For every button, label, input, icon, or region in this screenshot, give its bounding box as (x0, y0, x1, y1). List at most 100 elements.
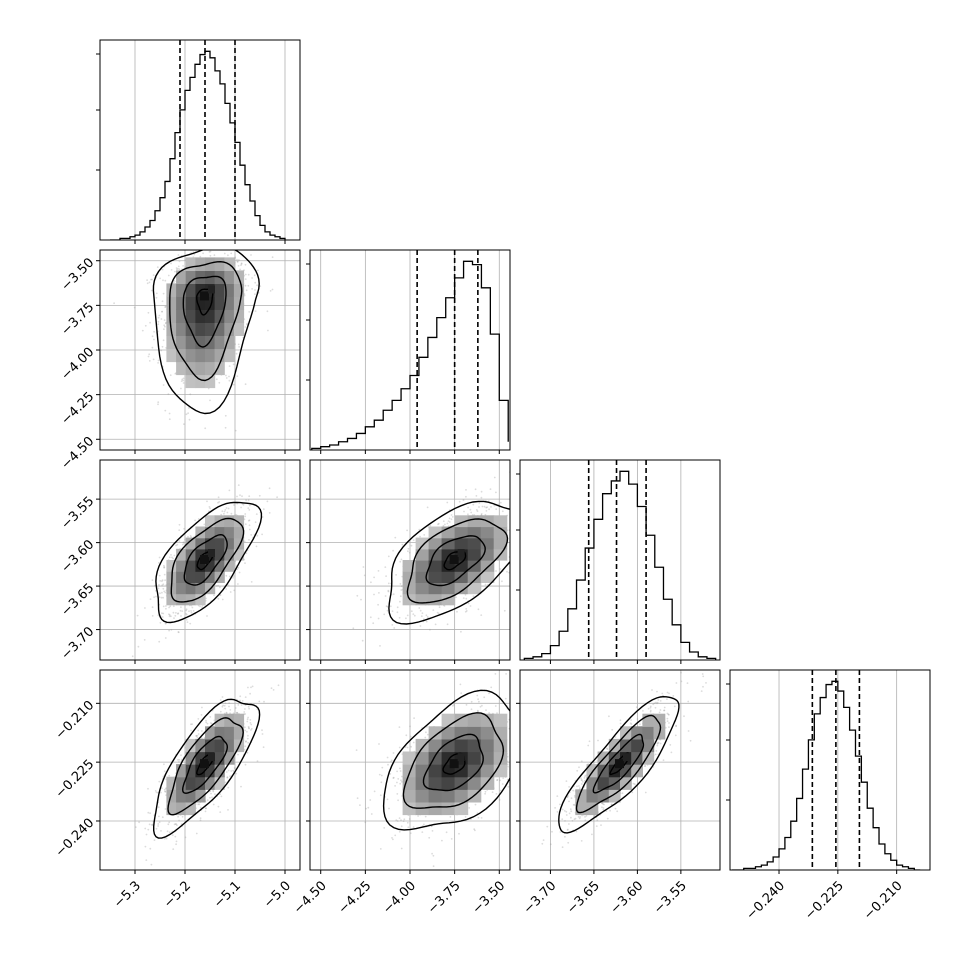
density-cell (233, 283, 245, 297)
scatter-point (370, 581, 372, 584)
scatter-point (525, 533, 527, 535)
scatter-point (232, 363, 235, 366)
scatter-point (154, 589, 157, 592)
scatter-point (147, 355, 150, 358)
density-cell (185, 537, 196, 550)
scatter-point (421, 612, 424, 615)
scatter-point (418, 607, 421, 609)
scatter-point (488, 508, 490, 511)
scatter-point (192, 610, 195, 612)
density-cell (233, 726, 245, 740)
scatter-point (208, 251, 211, 253)
scatter-point (270, 687, 273, 690)
density-cell (224, 537, 235, 550)
contour-line (388, 500, 510, 625)
scatter-point (248, 504, 251, 507)
scatter-point (399, 583, 402, 585)
scatter-point (223, 243, 225, 245)
scatter-point (378, 592, 380, 594)
density-cell (166, 283, 177, 297)
scatter-point (178, 819, 181, 822)
scatter-point (387, 555, 390, 558)
scatter-point (163, 788, 166, 791)
density-cell (195, 296, 206, 310)
scatter-point (157, 359, 160, 362)
scatter-point (377, 603, 379, 606)
density-cell (224, 335, 235, 350)
scatter-point (150, 289, 153, 292)
scatter-point (499, 501, 502, 504)
scatter-point (247, 507, 250, 509)
y-tick-label: −3.55 (59, 494, 98, 533)
scatter-point (223, 510, 226, 513)
scatter-point (158, 780, 161, 783)
scatter-point (163, 763, 165, 766)
scatter-point (485, 510, 488, 512)
scatter-point (158, 584, 160, 586)
density-cell (480, 571, 495, 583)
density-cell (214, 548, 225, 561)
scatter-point (462, 499, 465, 501)
scatter-point (160, 596, 163, 599)
scatter-point (237, 243, 239, 245)
scatter-point (162, 339, 165, 342)
scatter-point (163, 566, 166, 569)
scatter-point (254, 310, 257, 312)
scatter-point (220, 795, 223, 798)
scatter-point (148, 823, 151, 826)
density-cell (185, 571, 196, 583)
scatter-point (207, 510, 210, 513)
scatter-point (159, 277, 162, 280)
scatter-point (361, 639, 364, 642)
scatter-point (489, 488, 492, 490)
scatter-point (166, 830, 169, 833)
scatter-point (151, 606, 154, 609)
scatter-point (446, 522, 449, 525)
scatter-point (162, 292, 165, 295)
scatter-point (406, 821, 409, 824)
scatter-point (157, 362, 160, 364)
density-cell (214, 751, 225, 765)
scatter-point (180, 387, 182, 390)
density-cell (224, 738, 235, 753)
scatter-point (165, 787, 167, 790)
scatter-panel-3-0 (100, 670, 300, 870)
scatter-point (514, 490, 516, 492)
scatter-point (406, 529, 408, 532)
density-cell (185, 309, 196, 323)
density-cell (205, 361, 216, 376)
scatter-point (250, 686, 252, 689)
scatter-point (399, 600, 401, 603)
contour-line (155, 501, 263, 624)
scatter-point (217, 501, 219, 504)
scatter-point (177, 613, 179, 615)
scatter-point (176, 543, 179, 546)
scatter-point (373, 593, 375, 596)
scatter-point (395, 574, 397, 576)
scatter-point (153, 338, 155, 341)
scatter-point (230, 512, 233, 515)
scatter-point (201, 606, 203, 608)
scatter-point (181, 246, 183, 248)
density-cell (441, 526, 456, 539)
scatter-point (458, 832, 460, 835)
scatter-point (247, 727, 250, 729)
scatter-point (206, 615, 208, 617)
scatter-point (251, 685, 254, 688)
density-cell (205, 560, 216, 572)
contour-line (153, 698, 261, 839)
scatter-point (158, 556, 161, 559)
scatter-point (164, 591, 167, 594)
scatter-point (157, 614, 160, 617)
scatter-point (425, 731, 427, 734)
scatter-point (238, 571, 241, 574)
scatter-point (169, 605, 172, 608)
scatter-point (261, 729, 263, 732)
scatter-point (512, 810, 514, 812)
scatter-point (193, 485, 195, 487)
density-cell (176, 776, 187, 790)
contour-line (406, 518, 509, 604)
contour-line (425, 535, 486, 587)
y-tick-label: −3.75 (59, 300, 98, 339)
scatter-point (228, 702, 231, 704)
